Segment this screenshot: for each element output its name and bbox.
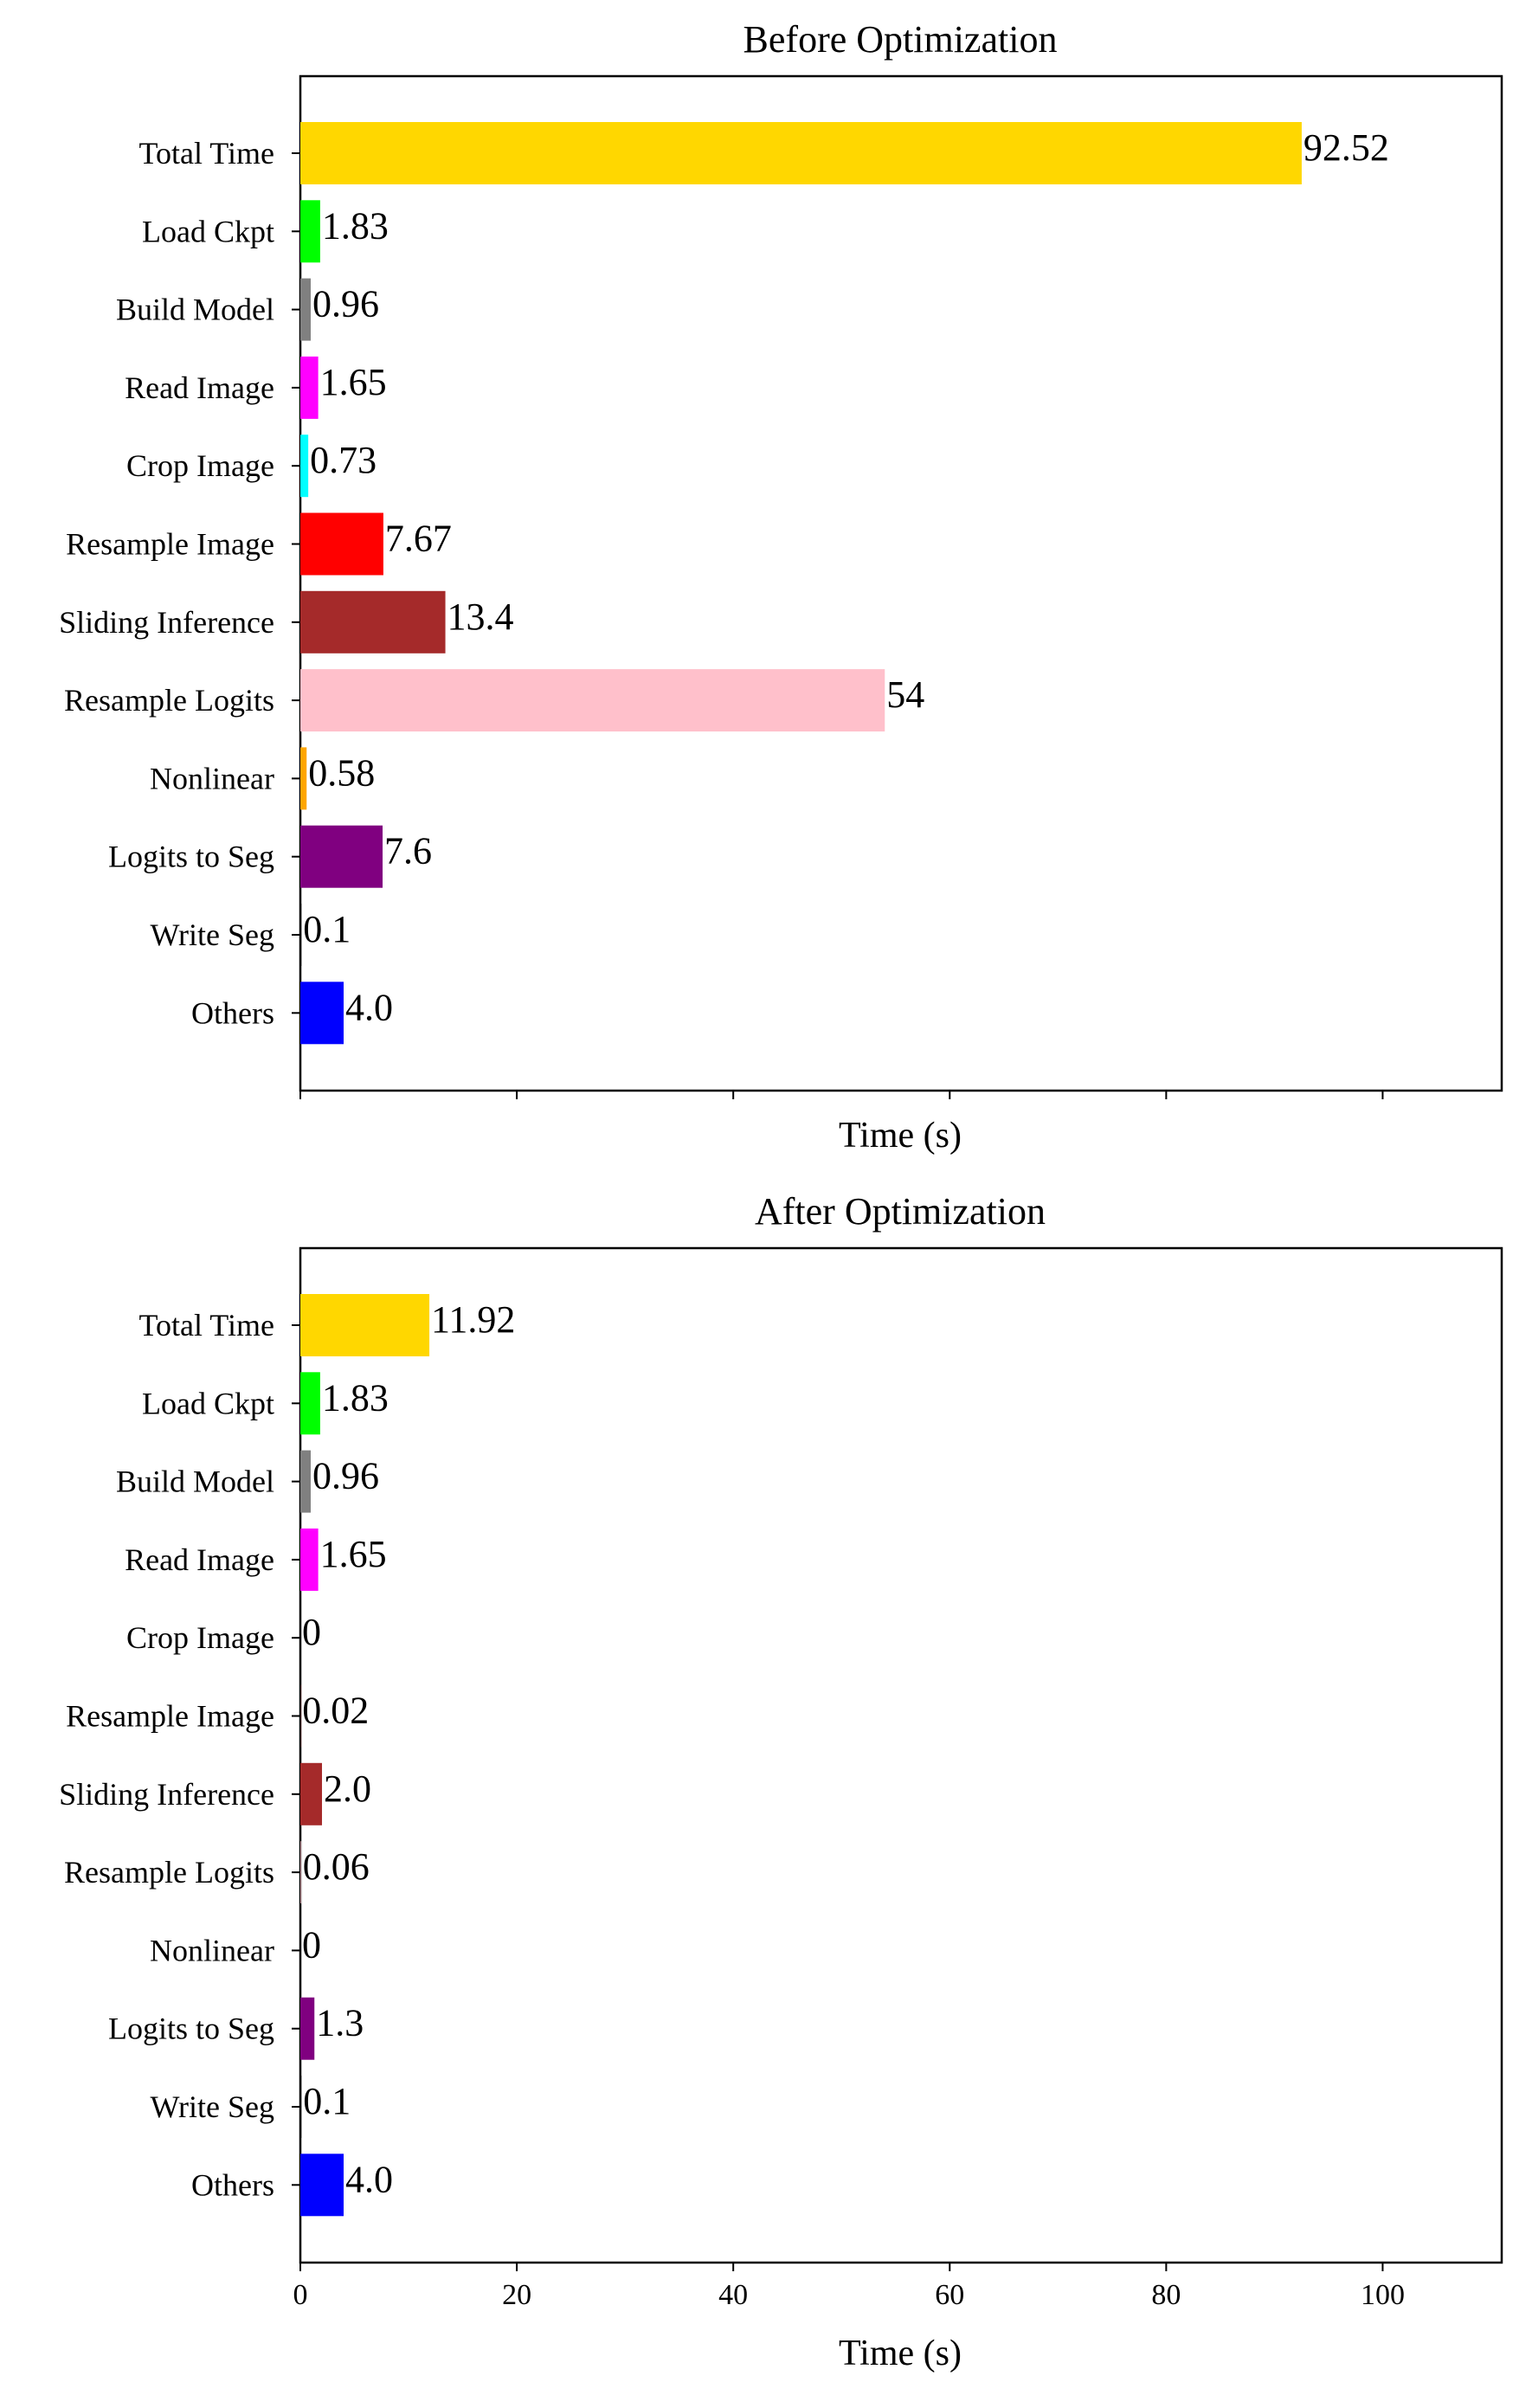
chart-before-optimization: Before Optimization Total Time Load Ckpt B… <box>59 18 1503 1156</box>
category-label: Load Ckpt <box>142 1386 274 1420</box>
x-ticks <box>299 1091 1384 1099</box>
category-label: Resample Logits <box>64 1855 274 1890</box>
bar <box>300 512 383 576</box>
value-label: 0 <box>302 1611 321 1653</box>
value-label: 0.96 <box>312 1455 379 1497</box>
category-label: Sliding Inference <box>59 605 274 640</box>
value-label: 0.1 <box>303 2080 351 2122</box>
value-label: 4.0 <box>345 986 393 1028</box>
bar <box>300 1841 301 1904</box>
category-label: Load Ckpt <box>142 214 274 248</box>
bar <box>300 1450 312 1513</box>
category-label: Write Seg <box>150 917 274 952</box>
value-label: 1.65 <box>320 1533 387 1575</box>
category-label: Build Model <box>116 293 274 327</box>
bar-group <box>300 122 1302 1045</box>
bar <box>300 1762 323 1825</box>
value-label: 0.02 <box>302 1690 369 1732</box>
value-labels: 11.92 1.83 0.96 1.65 0 0.02 2.0 0.06 0 1.3 0.1 4.0 <box>302 1298 515 2200</box>
value-label: 11.92 <box>431 1298 515 1341</box>
value-label: 7.6 <box>384 830 432 872</box>
bar <box>300 669 885 732</box>
value-label: 54 <box>886 673 924 716</box>
category-label: Logits to Seg <box>108 2012 274 2046</box>
value-label: 4.0 <box>345 2158 393 2200</box>
value-label: 92.52 <box>1303 126 1389 169</box>
value-label: 0.1 <box>303 908 351 950</box>
category-label: Crop Image <box>126 448 274 483</box>
bar <box>300 200 320 263</box>
bar <box>300 1997 315 2060</box>
category-label: Crop Image <box>126 1620 274 1655</box>
plot-frame <box>299 74 1503 1092</box>
value-label: 0 <box>302 1923 321 1966</box>
x-axis-label: Time (s) <box>839 2334 962 2373</box>
bar <box>300 435 309 498</box>
value-labels: 92.52 1.83 0.96 1.65 0.737.67 13.4 54 0.587.6 0.… <box>303 126 1389 1028</box>
bar <box>300 1528 319 1591</box>
value-label: 13.4 <box>447 596 514 638</box>
x-axis-label: Time (s) <box>839 1116 962 1156</box>
category-label: Nonlinear <box>150 1933 274 1967</box>
bar-group <box>300 1294 430 2217</box>
x-tick-label: 100 <box>1361 2279 1405 2311</box>
value-label: 0.96 <box>312 283 379 325</box>
bar <box>300 747 307 810</box>
plot-frame <box>299 1246 1503 2264</box>
category-label: Read Image <box>125 1542 274 1577</box>
chart-title: After Optimization <box>755 1190 1046 1233</box>
category-label: Others <box>191 2167 274 2202</box>
value-label: 1.65 <box>320 361 387 403</box>
category-label: Resample Image <box>66 1699 274 1734</box>
value-label: 1.83 <box>322 204 389 247</box>
category-labels: Total Time Load Ckpt Build Model Read Image… <box>59 136 300 1030</box>
category-label: Sliding Inference <box>59 1777 274 1812</box>
chart-after-optimization: After Optimization Total Time Load Ckpt Bu… <box>59 1190 1503 2373</box>
x-ticks: 0 20 40 60 80 100 <box>293 2263 1405 2311</box>
x-tick-label: 0 <box>293 2279 308 2311</box>
category-label: Total Time <box>138 1308 274 1342</box>
value-label: 0.73 <box>310 439 377 481</box>
bar <box>300 825 383 888</box>
value-label: 0.58 <box>308 751 375 794</box>
bar <box>300 2076 302 2138</box>
x-tick-label: 20 <box>502 2279 531 2311</box>
bar <box>300 904 302 966</box>
bar <box>300 356 319 419</box>
category-label: Write Seg <box>150 2089 274 2124</box>
category-labels: Total Time Load Ckpt Build Model Read Image… <box>59 1308 300 2202</box>
category-label: Resample Logits <box>64 683 274 718</box>
bar <box>300 122 1302 184</box>
chart-title: Before Optimization <box>743 18 1058 61</box>
category-label: Read Image <box>125 370 274 405</box>
value-label: 1.3 <box>316 2002 364 2044</box>
category-label: Others <box>191 995 274 1030</box>
bar <box>300 278 312 341</box>
value-label: 2.0 <box>324 1767 371 1810</box>
category-label: Total Time <box>138 136 274 171</box>
bar <box>300 1294 430 1356</box>
category-label: Nonlinear <box>150 761 274 795</box>
value-label: 7.67 <box>385 518 452 560</box>
x-tick-label: 80 <box>1151 2279 1181 2311</box>
bar <box>300 590 446 654</box>
bar <box>300 2154 344 2217</box>
x-tick-label: 40 <box>718 2279 748 2311</box>
bar <box>300 982 344 1045</box>
category-label: Logits to Seg <box>108 840 274 874</box>
category-label: Build Model <box>116 1465 274 1499</box>
value-label: 1.83 <box>322 1376 389 1419</box>
value-label: 0.06 <box>303 1845 370 1888</box>
bar <box>300 1372 320 1435</box>
category-label: Resample Image <box>66 527 274 562</box>
x-tick-label: 60 <box>935 2279 964 2311</box>
